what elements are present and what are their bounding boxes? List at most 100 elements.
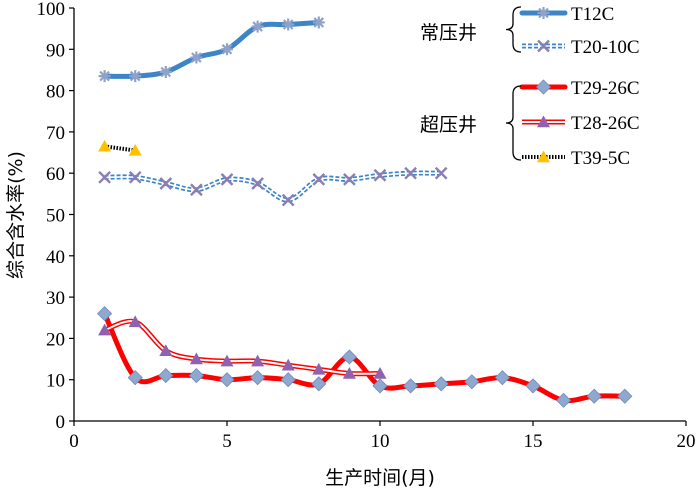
series-point xyxy=(251,20,264,33)
series-point xyxy=(282,18,295,31)
series-point xyxy=(586,388,602,404)
series-point xyxy=(280,372,296,388)
series-point xyxy=(127,370,143,386)
legend-label: T39-5C xyxy=(571,148,630,169)
series-line-t20-10c xyxy=(104,170,442,203)
series-point xyxy=(98,323,112,336)
y-axis-title: 综合含水率(%) xyxy=(5,151,27,279)
series-point xyxy=(189,352,203,365)
series-point xyxy=(535,79,552,95)
legend-brace xyxy=(505,6,522,53)
y-tick-label: 10 xyxy=(46,371,65,392)
series-point xyxy=(190,183,203,197)
series-point xyxy=(464,374,480,390)
series-t28-26c xyxy=(103,318,381,377)
axes: 0 5 10 15 20 0 10 20 30 40 50 60 70 80 90 100 xyxy=(37,0,696,452)
x-axis-title: 生产时间(月) xyxy=(325,467,435,489)
x-tick-label: 5 xyxy=(222,431,232,452)
x-tick-label: 20 xyxy=(677,431,696,452)
series-t12c xyxy=(102,19,322,79)
series-point xyxy=(221,43,233,56)
series-t39-5c xyxy=(104,144,136,153)
legend-label: T12C xyxy=(571,4,614,25)
series-point xyxy=(188,368,204,384)
series-line-t12c xyxy=(102,19,322,79)
series-point xyxy=(537,150,550,163)
series-point xyxy=(537,39,550,53)
series-point xyxy=(312,173,326,186)
series-point xyxy=(219,372,235,388)
series-point xyxy=(251,177,264,190)
series-point xyxy=(159,66,172,79)
series-point xyxy=(220,354,234,367)
series-point xyxy=(434,166,448,180)
y-tick-label: 80 xyxy=(46,82,65,103)
y-tick-label: 0 xyxy=(56,412,66,433)
series-point xyxy=(311,376,327,392)
series-point xyxy=(128,143,142,156)
series-point xyxy=(128,170,142,184)
series-point xyxy=(97,306,113,322)
series-point xyxy=(312,362,326,375)
x-tick-label: 0 xyxy=(69,431,79,452)
y-tick-label: 90 xyxy=(46,40,65,61)
series-point xyxy=(537,7,550,19)
legend-group-label: 超压井 xyxy=(420,114,477,136)
series-markers-t28-26c xyxy=(98,315,387,379)
series-markers-t39-5c xyxy=(98,139,142,156)
series-point xyxy=(98,170,111,184)
series-point xyxy=(281,358,295,371)
series-point xyxy=(341,349,357,365)
series-point xyxy=(373,367,387,379)
legend-label: T20-10C xyxy=(571,37,640,58)
series-markers-t20-10c xyxy=(98,166,448,207)
y-tick-label: 100 xyxy=(37,0,66,20)
series-point xyxy=(404,166,417,180)
series-point xyxy=(98,139,112,152)
series-point xyxy=(342,367,356,379)
y-tick-label: 30 xyxy=(46,288,65,309)
series-markers-t12c xyxy=(98,16,325,83)
series-point xyxy=(372,378,388,394)
legend-group-label: 常压井 xyxy=(420,22,477,44)
y-tick-label: 20 xyxy=(46,329,65,350)
series-point xyxy=(433,376,449,392)
series-point xyxy=(373,168,387,182)
series-point xyxy=(281,193,295,207)
series-point xyxy=(617,388,633,404)
series-point xyxy=(129,70,142,83)
series-point xyxy=(556,392,572,408)
x-tick-label: 15 xyxy=(524,431,543,452)
series-point xyxy=(98,70,111,83)
series-point xyxy=(343,173,356,186)
y-tick-label: 70 xyxy=(46,123,65,144)
series-point xyxy=(494,370,510,386)
series-point xyxy=(158,368,174,384)
series-t20-10c xyxy=(104,170,442,203)
series-point xyxy=(312,16,325,29)
series-point xyxy=(525,378,541,394)
series-markers-t29-26c xyxy=(97,306,633,408)
series-line-t20-10c-inner xyxy=(104,172,442,201)
y-tick-label: 40 xyxy=(46,247,65,268)
series-point xyxy=(159,177,173,190)
series-point xyxy=(128,315,142,328)
series-line-t28-26c-inner xyxy=(104,320,381,375)
legend-brace xyxy=(505,85,522,161)
legend-label: T29-26C xyxy=(571,78,640,99)
series-point xyxy=(537,115,550,128)
series-point xyxy=(251,354,265,367)
series-line-t39-5c xyxy=(104,144,136,153)
x-tick-label: 10 xyxy=(371,431,390,452)
series-layer xyxy=(97,16,633,408)
series-point xyxy=(159,344,173,356)
series-point xyxy=(190,51,203,64)
y-tick-label: 60 xyxy=(46,164,65,185)
series-point xyxy=(403,378,419,394)
series-point xyxy=(250,370,266,386)
series-point xyxy=(220,173,234,186)
y-tick-label: 50 xyxy=(46,206,65,227)
legend-label: T28-26C xyxy=(571,113,640,134)
